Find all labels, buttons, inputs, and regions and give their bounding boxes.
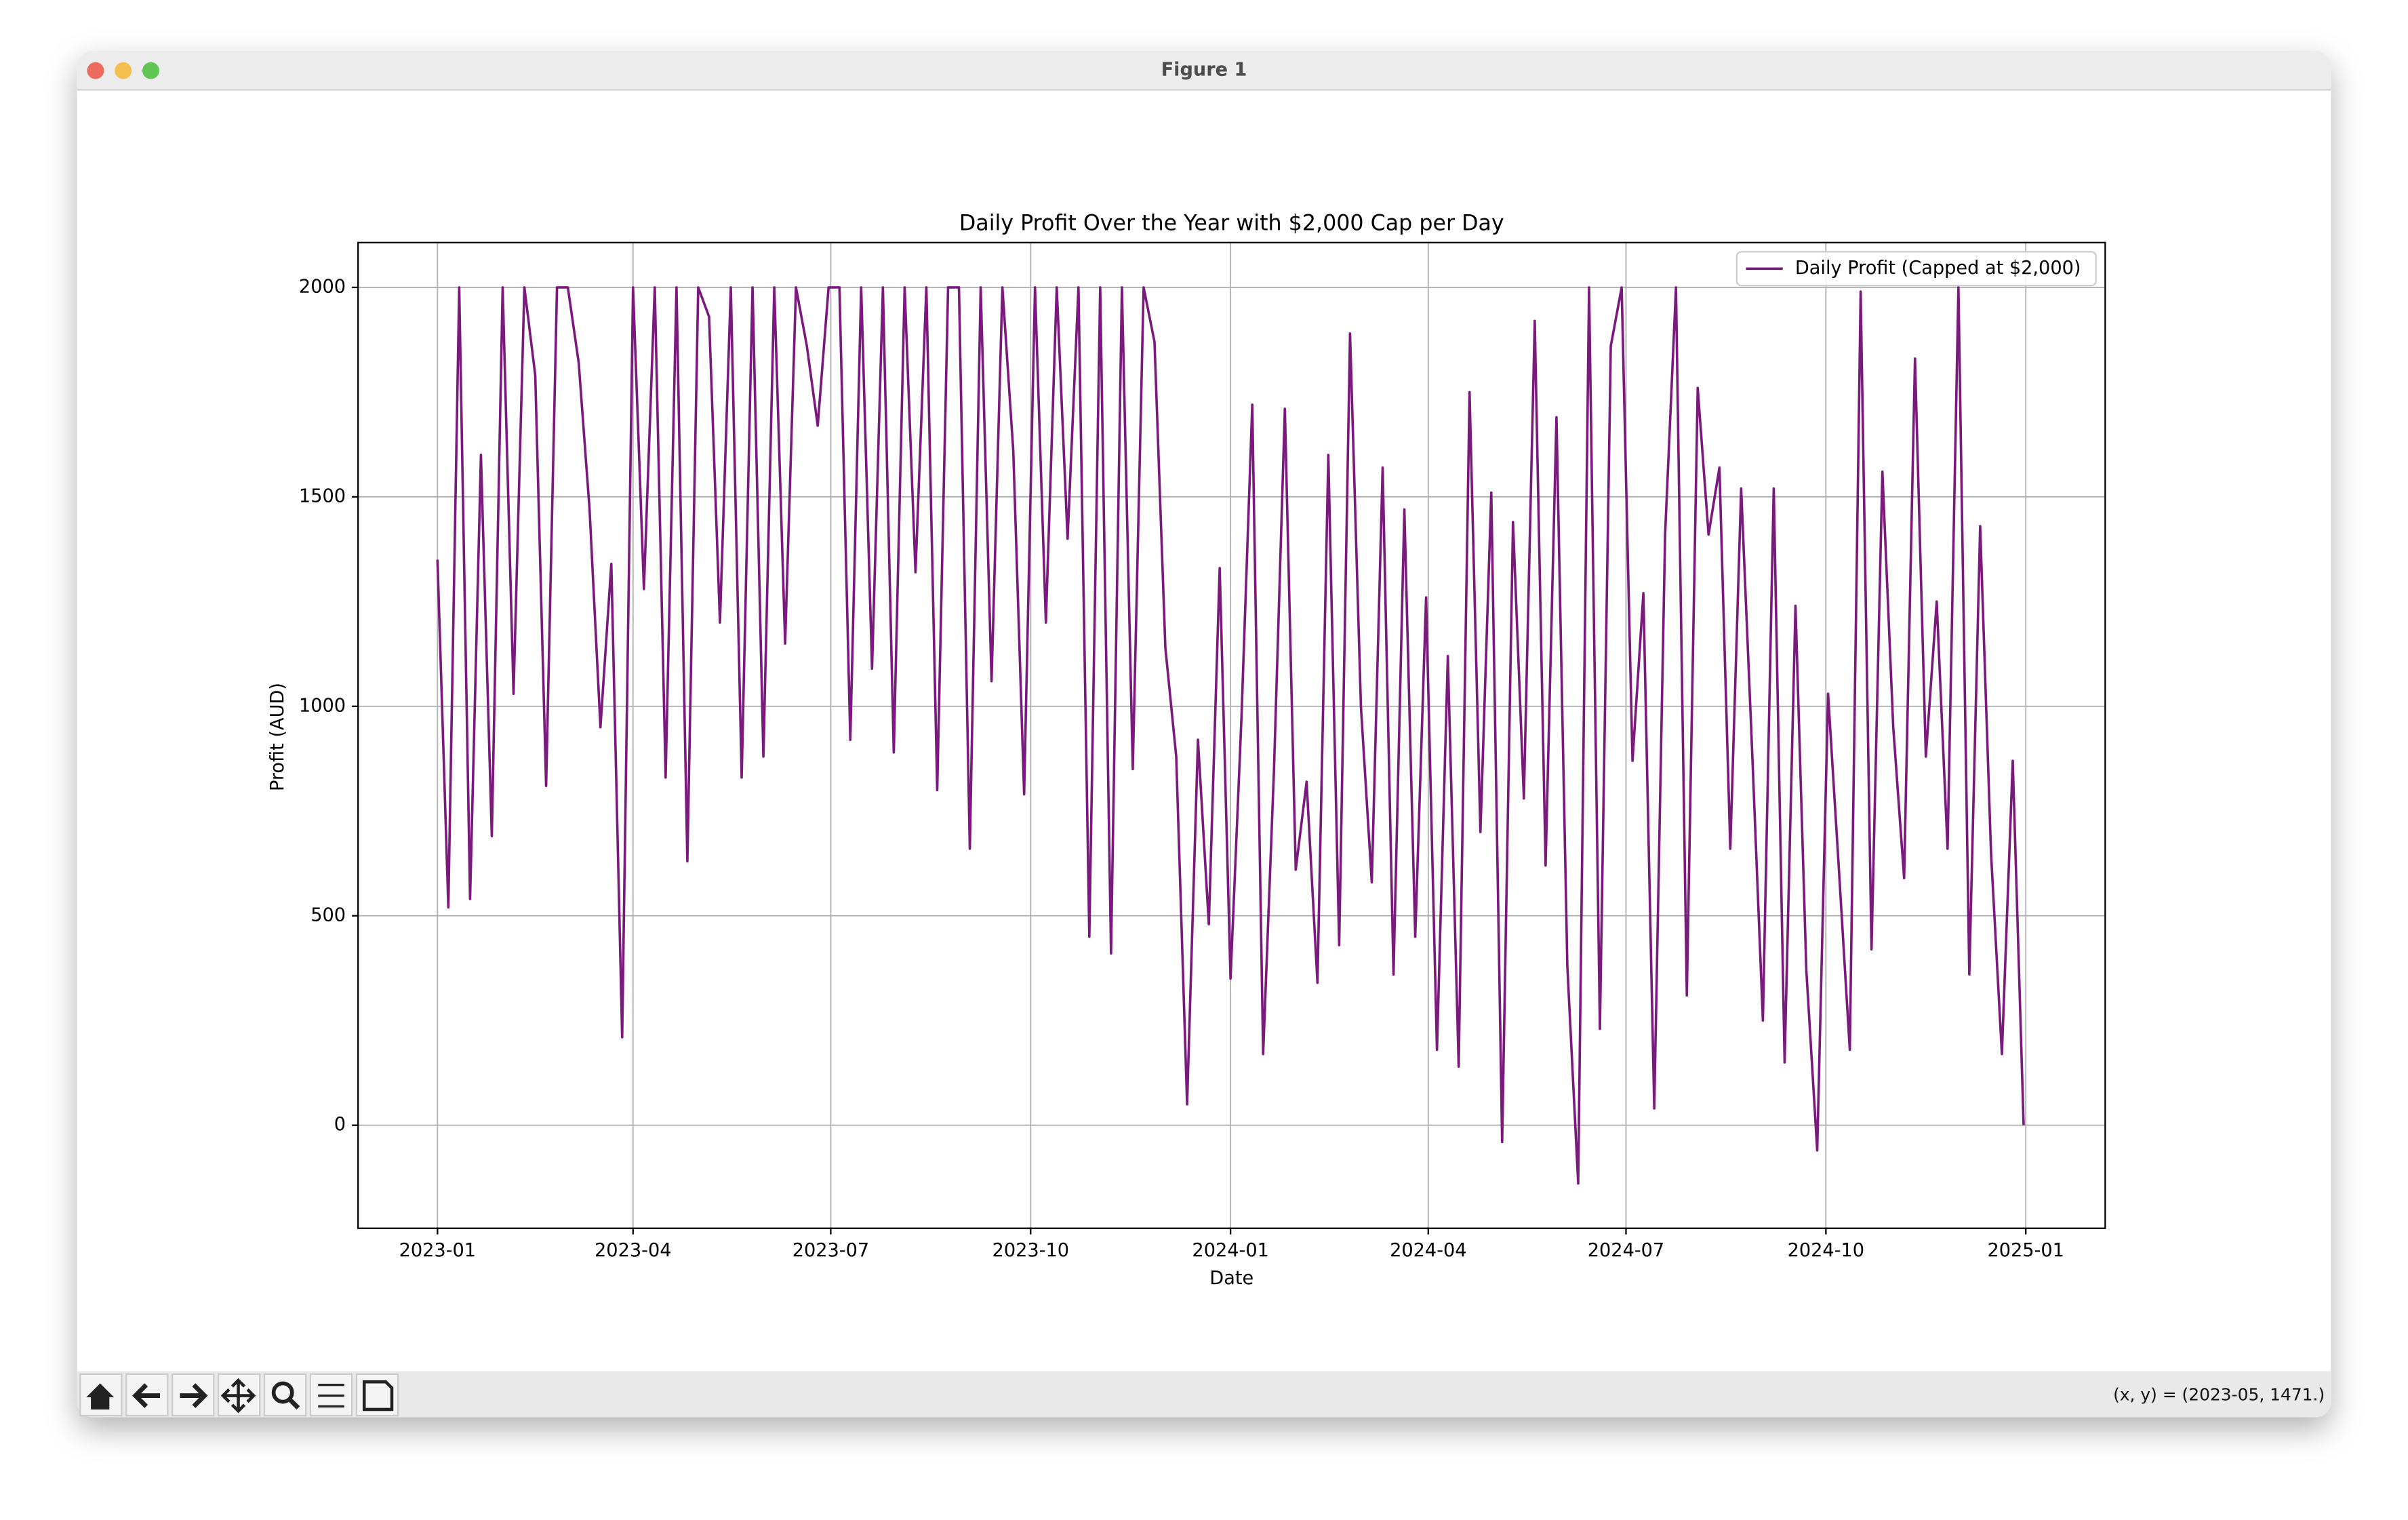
plot-frame <box>357 241 2106 1229</box>
zoom-rect-button[interactable] <box>263 1373 307 1417</box>
window-title: Figure 1 <box>1161 60 1247 81</box>
home-icon <box>86 1383 115 1409</box>
toolbar <box>77 1371 2331 1418</box>
save-icon <box>362 1380 394 1412</box>
configure-icon <box>318 1384 344 1408</box>
toolbar-buttons <box>79 1373 399 1417</box>
legend: Daily Profit (Capped at $2,000) <box>1735 251 2097 287</box>
window <box>77 50 2331 1418</box>
y-tick-label: 1500 <box>299 485 346 506</box>
x-tick-label: 2024-10 <box>1788 1240 1864 1261</box>
close-button[interactable] <box>87 62 104 79</box>
x-tick-label: 2025-01 <box>1987 1240 2064 1261</box>
data-line <box>436 286 2025 1185</box>
chart-title: Daily Profit Over the Year with $2,000 C… <box>959 212 1504 236</box>
x-tick-label: 2023-01 <box>399 1240 476 1261</box>
back-icon <box>132 1383 161 1408</box>
zoom-icon-handle <box>287 1397 300 1410</box>
x-axis-label: Date <box>1209 1268 1253 1289</box>
zoom-button[interactable] <box>142 62 159 79</box>
y-tick-label: 2000 <box>299 276 346 297</box>
y-tick-label: 0 <box>334 1114 346 1135</box>
x-tick-label: 2024-01 <box>1192 1240 1268 1261</box>
plot: Daily Profit Over the Year with $2,000 C… <box>267 212 2106 1289</box>
zoom-icon <box>271 1381 294 1404</box>
minimize-button[interactable] <box>115 62 132 79</box>
x-tick-label: 2023-04 <box>595 1240 671 1261</box>
forward-icon <box>180 1383 208 1408</box>
y-tick-label: 500 <box>310 904 346 925</box>
x-tick-label: 2023-07 <box>792 1240 869 1261</box>
x-tick-label: 2023-10 <box>992 1240 1069 1261</box>
x-tick-label: 2024-04 <box>1390 1240 1466 1261</box>
pan-icon <box>220 1378 256 1414</box>
y-tick-label: 1000 <box>299 695 346 716</box>
status-text: (x, y) = (2023-05, 1471.) <box>2113 1385 2325 1405</box>
legend-label: Daily Profit (Capped at $2,000) <box>1795 258 2081 279</box>
legend-box <box>1735 251 2097 287</box>
x-tick-label: 2024-07 <box>1588 1240 1664 1261</box>
y-axis-label: Profit (AUD) <box>267 683 288 791</box>
title-bar <box>77 50 2331 89</box>
